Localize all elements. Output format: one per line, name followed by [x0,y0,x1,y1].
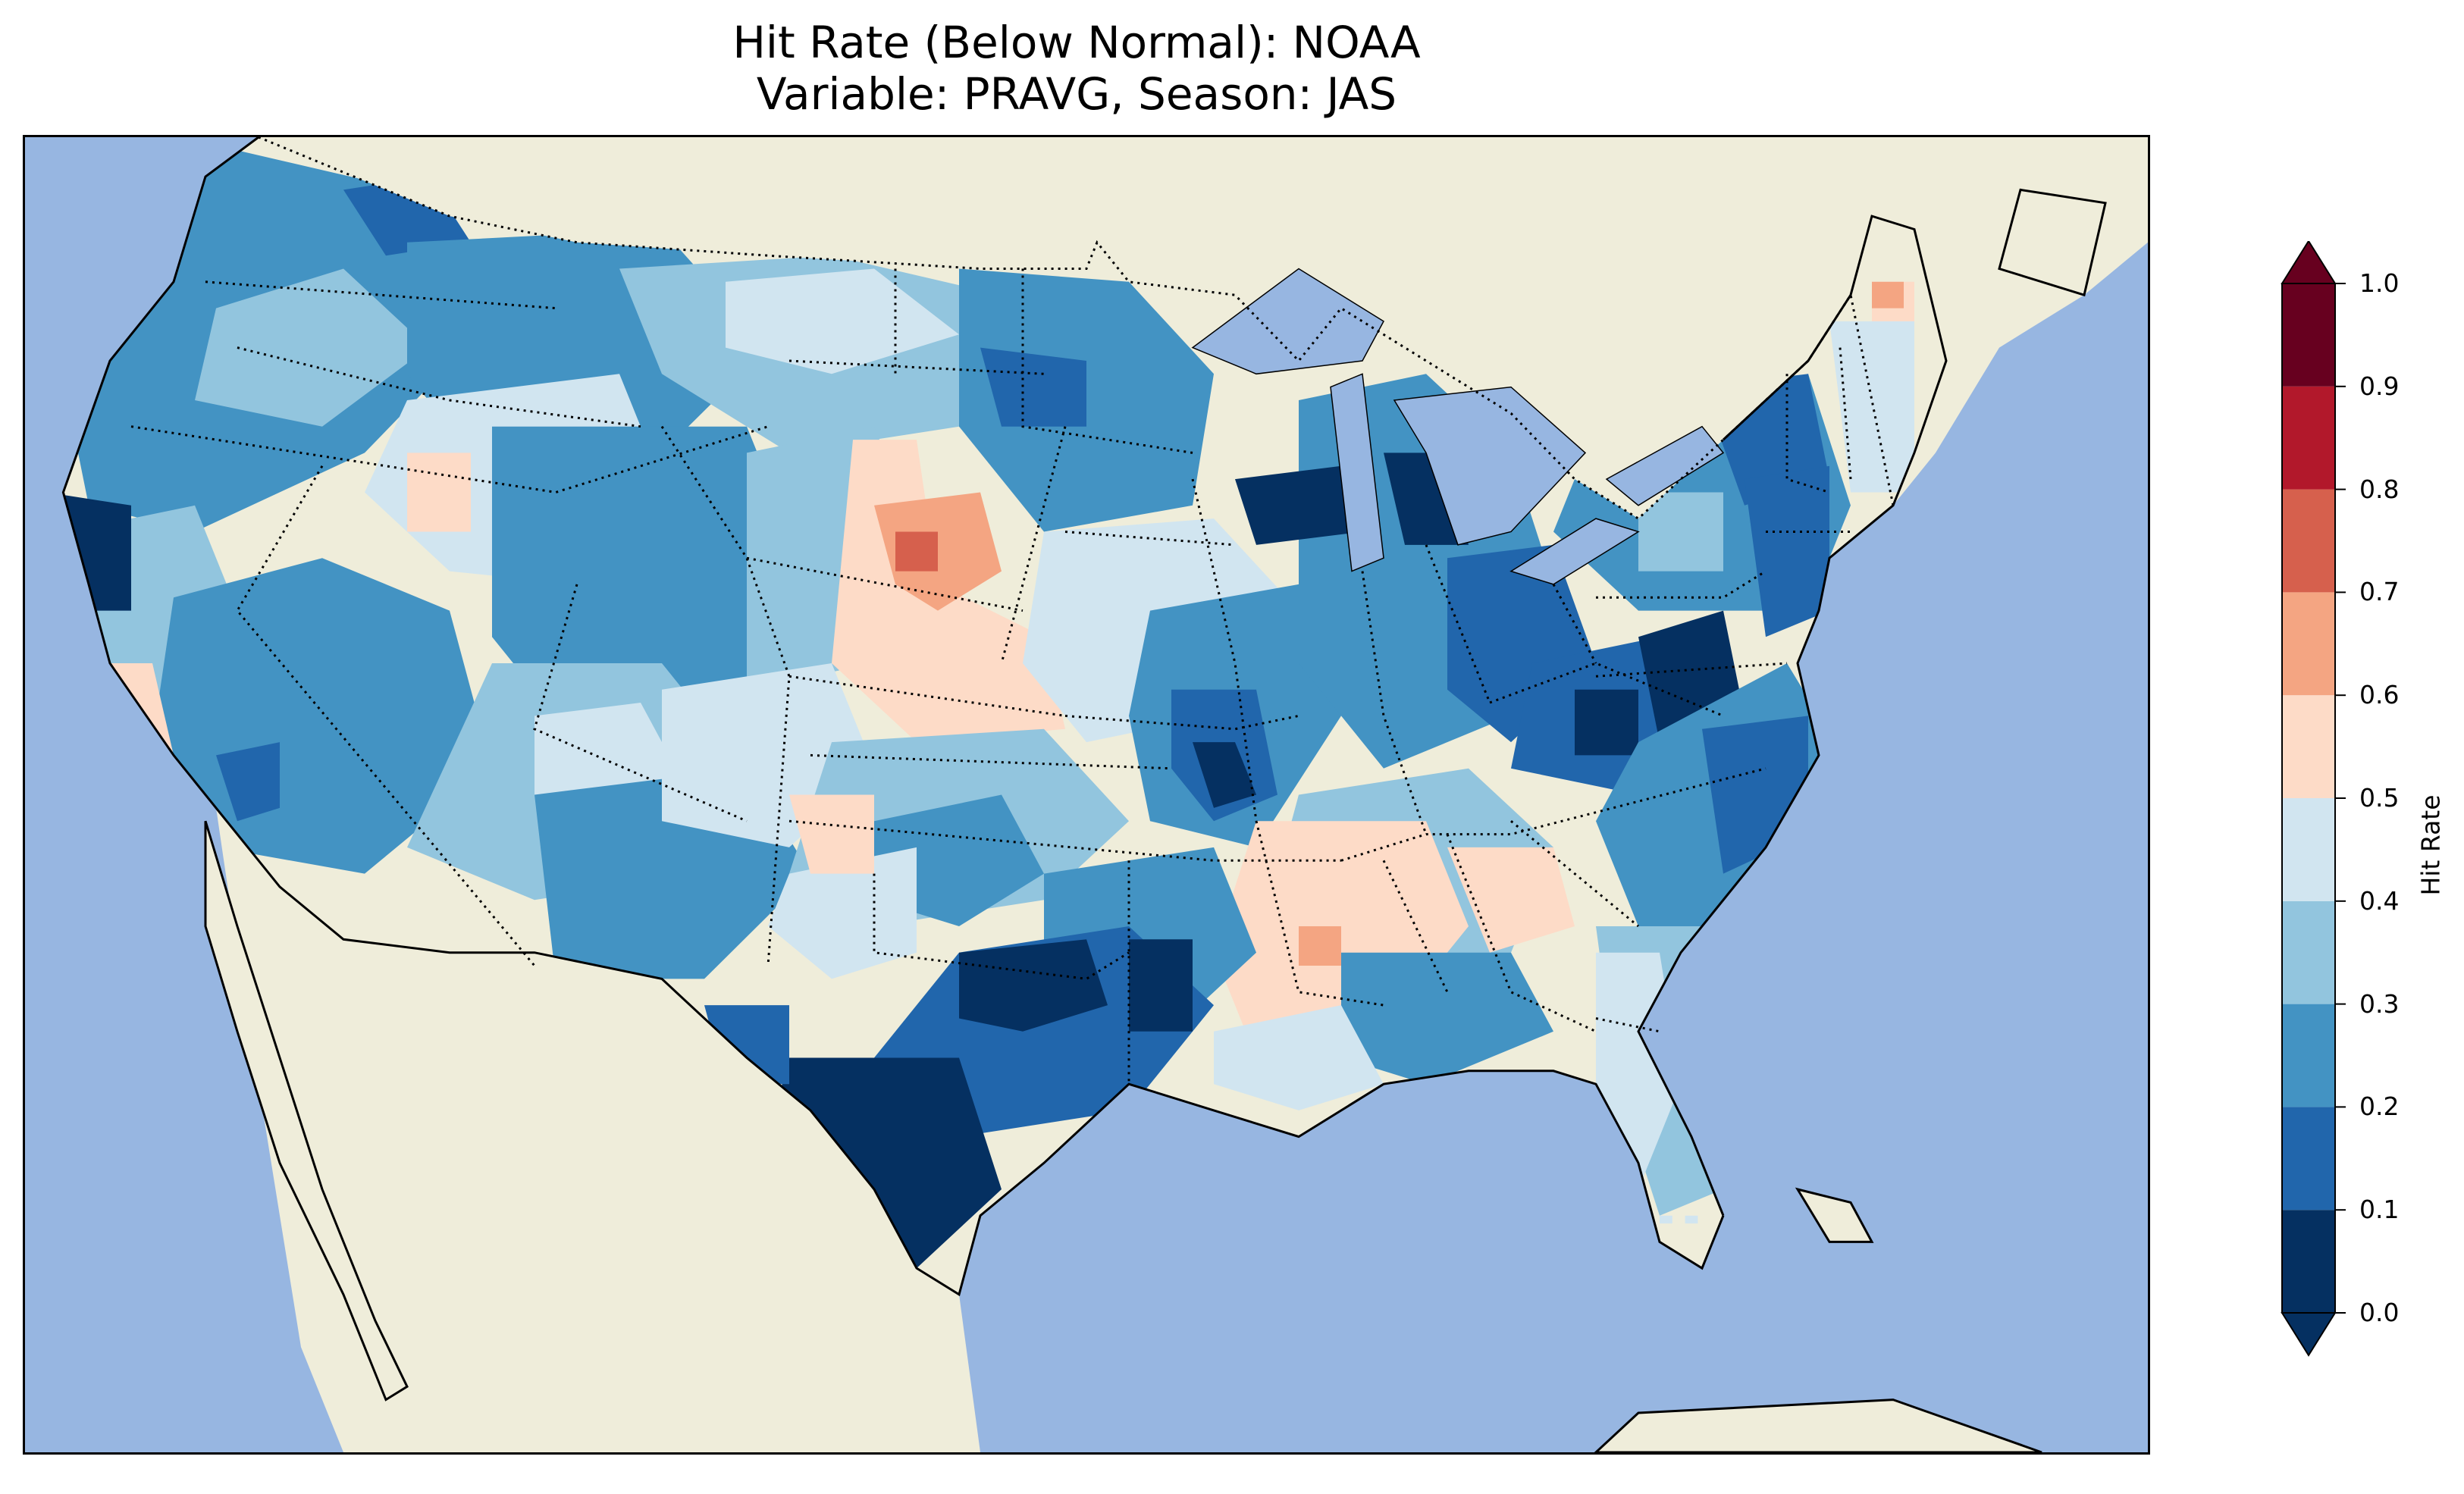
state-border [1552,584,1597,664]
colorbar-bin [2282,900,2335,1004]
us-coastline [61,137,1725,1297]
state-border [1361,571,1428,835]
state-border [1064,531,1236,547]
atlantic-gulf-coastline [1637,215,1948,1217]
title-line-2: Variable: PRAVG, Season: JAS [756,68,1397,120]
hit-rate-region [1660,1215,1672,1224]
state-border [1839,347,1852,480]
map-panel [23,135,2150,1455]
colorbar-bin [2282,1210,2335,1313]
state-border [1596,570,1766,599]
colorbar-bin [2282,283,2335,387]
colorbar-tick-label: 0.6 [2359,680,2400,710]
colorbar [2281,241,2346,1357]
hit-rate-region [63,492,131,611]
state-border [237,346,641,428]
island-0 [1795,1187,1874,1243]
hit-rate-region [1829,321,1914,493]
state-border [1510,820,1639,928]
hit-rate-region [1447,847,1575,953]
mexico-land [216,807,980,1452]
hit-rate-region [407,453,471,532]
hit-rate-region [1341,952,1553,1085]
great-lake-1 [1330,373,1384,572]
colorbar-tick-label: 1.0 [2359,268,2400,298]
colorbar-bin [2282,592,2335,696]
hit-rate-region [1575,689,1638,756]
state-borders [130,137,1895,1085]
hit-rate-region [959,939,1108,1032]
colorbar-label: Hit Rate [2415,794,2446,896]
state-border [1340,767,1766,862]
state-border [1425,544,1491,703]
colorbar-bin [2282,1004,2335,1107]
state-border [1489,662,1724,717]
island-2 [1998,188,2107,297]
state-border [1255,820,1384,1007]
hit-rate-region [1299,926,1341,966]
state-border [660,425,791,966]
colorbar-extend-min [2281,1312,2337,1357]
colorbar-tick-label: 0.2 [2359,1092,2400,1122]
colorbar-bin [2282,695,2335,798]
great-lake-2 [1393,386,1587,546]
colorbar-tick-label: 0.8 [2359,474,2400,504]
great-lake-3 [1509,518,1640,585]
state-border [788,359,1045,375]
map-canvas [25,137,2148,1452]
colorbar-bin [2282,386,2335,490]
colorbar-tick-label: 0.3 [2359,988,2400,1019]
state-border [236,465,536,966]
state-border [873,873,1130,980]
hit-rate-region [768,1057,1002,1295]
hit-rate-region [1872,281,1904,309]
state-border [746,556,1024,612]
state-border [1021,268,1193,454]
hit-rate-region [895,531,938,572]
hit-rate-region [768,847,917,979]
hit-rate-region [1685,1215,1698,1224]
hit-rate-region [1634,1215,1647,1224]
lakes-layer [1191,268,1725,585]
state-border [788,675,1066,717]
hit-rate-region [1214,1005,1384,1110]
colorbar-extend-max [2281,241,2337,284]
colorbar-tick-label: 0.7 [2359,577,2400,607]
colorbar-tick-label: 0.4 [2359,885,2400,916]
great-lake-4 [1605,425,1725,506]
hit-rate-region [1193,742,1256,808]
canada-land [25,137,2148,519]
state-border [1064,714,1299,731]
island-1 [1594,1398,2042,1452]
state-border [1191,478,1258,822]
state-border [1785,374,1830,493]
state-border [810,753,1172,770]
colorbar-bin [2282,798,2335,901]
hit-rate-region [1745,465,1829,637]
coastlines [61,137,1948,1297]
hit-rate-region [195,268,428,427]
colorbar-tick-label: 0.1 [2359,1195,2400,1225]
state-border [533,584,748,822]
hit-rate-region [980,347,1086,427]
hit-rate-region [789,794,874,874]
hit-rate-region [726,268,959,374]
hit-rate-region [1129,939,1193,1032]
colorbar-tick-label: 0.5 [2359,783,2400,813]
colorbar-bin [2282,489,2335,593]
hit-rate-region [1235,465,1362,545]
colorbar-tick-label: 0.9 [2359,371,2400,401]
baja-peninsula [204,820,409,1402]
colorbar-tick-label: 0.0 [2359,1298,2400,1327]
great-lake-0 [1191,268,1384,375]
hit-rate-region [216,742,280,822]
map-title: Hit Rate (Below Normal): NOAA Variable: … [0,17,2153,120]
colorbar-bin [2282,1107,2335,1211]
state-border [1446,834,1597,1033]
hit-rate-region [1638,492,1723,572]
title-line-1: Hit Rate (Below Normal): NOAA [732,17,1421,68]
state-border [1595,662,1788,678]
